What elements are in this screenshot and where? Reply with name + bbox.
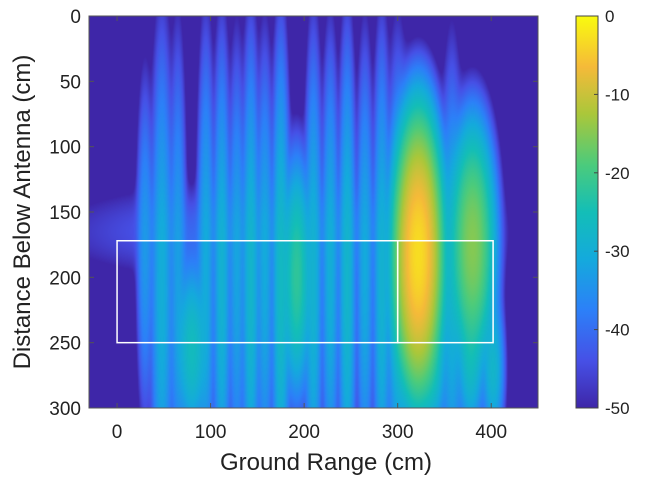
x-tick-label: 300 — [382, 422, 414, 443]
colorbar-tick-label: 0 — [605, 7, 614, 26]
heatmap-image — [89, 16, 538, 408]
colorbar-ticks: 0 -10 -20 -30 -40 -50 — [594, 7, 630, 418]
colorbar-tick-label: -30 — [605, 242, 630, 261]
x-tick-label: 0 — [112, 422, 123, 443]
annotation-rect-2 — [396, 239, 494, 344]
annotation-layer — [116, 239, 494, 344]
y-tick-label: 100 — [49, 138, 81, 159]
y-tick-label: 250 — [49, 334, 81, 355]
y-tick-label: 50 — [60, 72, 81, 93]
y-axis-label: Distance Below Antenna (cm) — [9, 55, 36, 370]
x-tick-label: 400 — [475, 422, 507, 443]
colorbar-tick-label: -50 — [605, 399, 630, 418]
y-tick-label: 150 — [49, 203, 81, 224]
axes: 0 100 200 300 400 0 50 100 150 200 250 300 — [49, 7, 539, 443]
y-tick-label: 200 — [49, 268, 81, 289]
colorbar-tick-label: -10 — [605, 85, 630, 104]
colorbar-tick-label: -20 — [605, 164, 630, 183]
y-tick-label: 300 — [49, 399, 81, 420]
colorbar — [575, 15, 599, 409]
x-axis-label: Ground Range (cm) — [220, 449, 432, 476]
x-tick-label: 100 — [195, 422, 227, 443]
colorbar-tick-label: -40 — [605, 321, 630, 340]
y-tick-label: 0 — [70, 7, 81, 28]
x-tick-label: 200 — [288, 422, 320, 443]
